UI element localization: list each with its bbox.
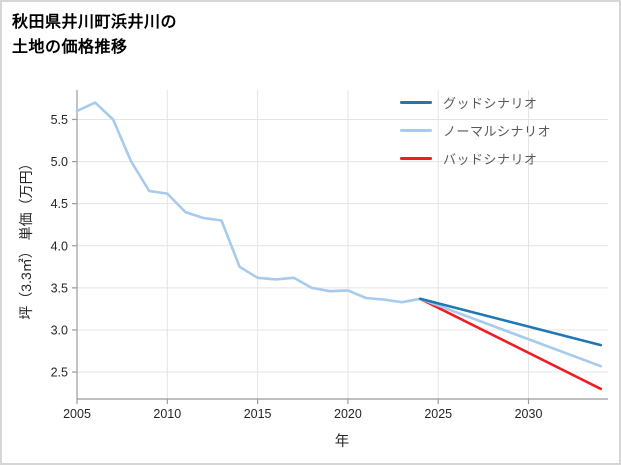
x-tick-label: 2020 xyxy=(334,407,362,421)
x-tick-label: 2015 xyxy=(244,407,272,421)
x-tick-label: 2005 xyxy=(63,407,91,421)
page-title-line-1: 秋田県井川町浜井川の xyxy=(12,14,178,31)
series-line-ノーマルシナリオ xyxy=(418,297,603,368)
legend-swatch-good-scenario xyxy=(400,100,432,104)
x-tick-label: 2030 xyxy=(515,407,543,421)
y-tick-label: 3.5 xyxy=(51,281,68,295)
legend-item-normal-scenario: ノーマルシナリオ xyxy=(400,120,551,140)
legend-label-bad-scenario: バッドシナリオ xyxy=(443,151,538,167)
chart-legend: グッドシナリオ ノーマルシナリオ バッドシナリオ xyxy=(400,92,551,168)
legend-label-good-scenario: グッドシナリオ xyxy=(443,95,538,111)
y-tick-label: 4.0 xyxy=(51,239,68,253)
page-title: 秋田県井川町浜井川の 土地の価格推移 xyxy=(12,11,177,61)
page-title-line-2: 土地の価格推移 xyxy=(12,38,128,56)
y-axis-label: 坪（3.3㎡） 単価（万円） xyxy=(18,156,34,320)
y-tick-label: 3.0 xyxy=(51,323,68,337)
x-tick-label: 2025 xyxy=(424,407,452,421)
legend-item-bad-scenario: バッドシナリオ xyxy=(400,148,551,168)
y-tick-label: 4.5 xyxy=(51,197,68,211)
y-tick-label: 2.5 xyxy=(51,366,68,380)
x-axis-label: 年 xyxy=(334,434,350,450)
legend-label-normal-scenario: ノーマルシナリオ xyxy=(443,123,552,139)
legend-swatch-bad-scenario xyxy=(400,156,432,160)
legend-item-good-scenario: グッドシナリオ xyxy=(400,92,551,112)
y-tick-label: 5.0 xyxy=(51,155,68,169)
series-line-グッドシナリオ xyxy=(418,297,603,347)
series-line-実績（坪単価） xyxy=(75,101,422,304)
legend-swatch-normal-scenario xyxy=(400,128,432,132)
y-tick-label: 5.5 xyxy=(51,113,68,127)
x-tick-label: 2010 xyxy=(153,407,181,421)
series-line-バッドシナリオ xyxy=(418,297,603,391)
